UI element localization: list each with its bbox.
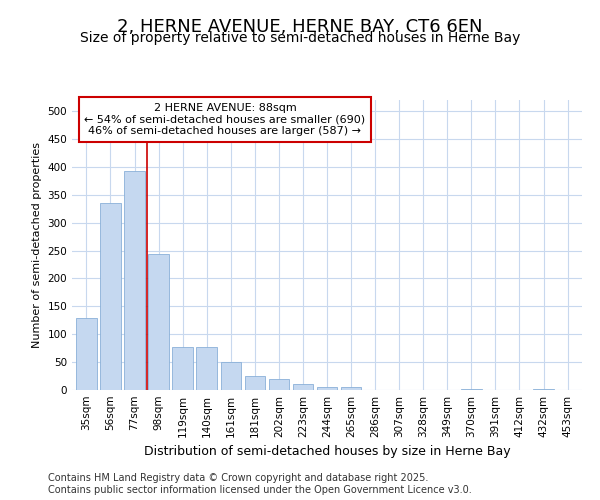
Bar <box>100 203 121 390</box>
Text: Size of property relative to semi-detached houses in Herne Bay: Size of property relative to semi-detach… <box>80 31 520 45</box>
X-axis label: Distribution of semi-detached houses by size in Herne Bay: Distribution of semi-detached houses by … <box>143 446 511 458</box>
Bar <box>341 387 361 390</box>
Bar <box>533 389 554 390</box>
Bar <box>293 384 313 390</box>
Bar <box>196 346 217 390</box>
Bar <box>148 254 169 390</box>
Bar <box>461 389 482 390</box>
Bar <box>76 318 97 390</box>
Text: Contains HM Land Registry data © Crown copyright and database right 2025.
Contai: Contains HM Land Registry data © Crown c… <box>48 474 472 495</box>
Y-axis label: Number of semi-detached properties: Number of semi-detached properties <box>32 142 42 348</box>
Bar <box>245 376 265 390</box>
Bar <box>221 362 241 390</box>
Bar <box>124 171 145 390</box>
Bar <box>317 387 337 390</box>
Bar <box>172 346 193 390</box>
Text: 2, HERNE AVENUE, HERNE BAY, CT6 6EN: 2, HERNE AVENUE, HERNE BAY, CT6 6EN <box>117 18 483 36</box>
Bar <box>269 379 289 390</box>
Text: 2 HERNE AVENUE: 88sqm
← 54% of semi-detached houses are smaller (690)
46% of sem: 2 HERNE AVENUE: 88sqm ← 54% of semi-deta… <box>85 103 365 136</box>
